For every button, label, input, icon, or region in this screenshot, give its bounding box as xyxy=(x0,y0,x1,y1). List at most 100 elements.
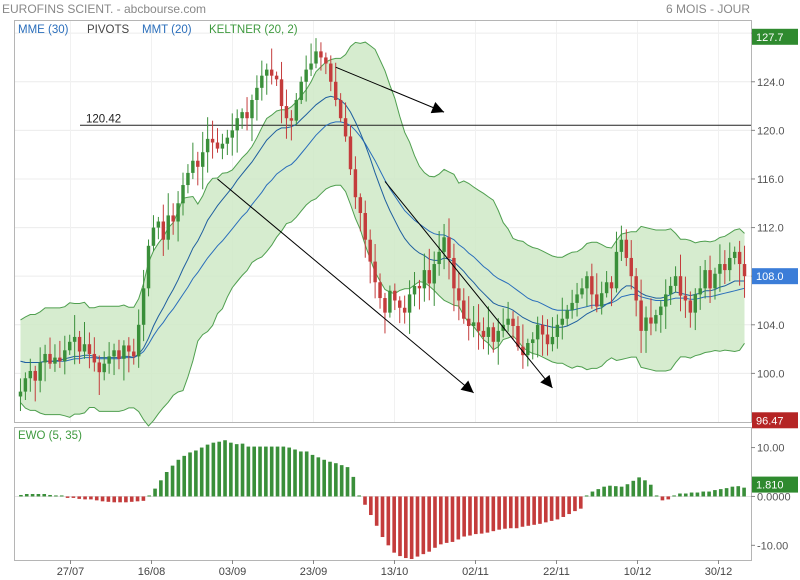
candle-body-60 xyxy=(314,51,318,64)
ewo-bar-117 xyxy=(701,491,706,497)
ewo-bar-37 xyxy=(234,444,239,497)
svg-text:108.0: 108.0 xyxy=(756,271,784,283)
ewo-bars xyxy=(15,440,751,560)
trend-line-1 xyxy=(217,178,474,394)
ewo-bar-80 xyxy=(485,496,490,533)
ewo-bar-57 xyxy=(351,476,356,497)
candle-body-90 xyxy=(462,300,466,319)
candle-body-111 xyxy=(565,310,569,319)
candle-body-13 xyxy=(82,344,87,352)
date-tick-label-8: 30/12 xyxy=(705,566,733,578)
candle-body-73 xyxy=(378,282,382,299)
ewo-bar-113 xyxy=(678,493,682,497)
candle-body-20 xyxy=(117,350,121,359)
pivot-line: 120.42 xyxy=(80,113,751,126)
price-tick-label-4: 112.0 xyxy=(757,223,784,235)
ewo-bar-105 xyxy=(631,480,636,497)
candle-body-25 xyxy=(141,288,146,325)
candle-body-86 xyxy=(442,237,446,252)
date-tick-label-0: 27/07 xyxy=(57,566,85,578)
ewo-bar-46 xyxy=(287,447,291,497)
candle-body-9 xyxy=(63,350,67,362)
candle-body-103 xyxy=(526,343,530,356)
ewo-bar-108 xyxy=(648,484,653,497)
trend-arrow-0 xyxy=(430,101,445,114)
ewo-bar-56 xyxy=(345,467,350,497)
candle-body-26 xyxy=(146,245,151,289)
ewo-bar-35 xyxy=(223,440,227,497)
candle-body-55 xyxy=(289,118,294,121)
candle-body-24 xyxy=(136,324,141,357)
ewo-bar-118 xyxy=(707,491,711,497)
candle-body-21 xyxy=(122,345,126,359)
candle-body-124 xyxy=(629,257,633,277)
candle-body-146 xyxy=(737,251,742,265)
ewo-bar-44 xyxy=(275,446,280,497)
candle-body-122 xyxy=(619,239,624,252)
candle-body-77 xyxy=(398,300,402,308)
candle-body-37 xyxy=(200,152,205,167)
ewo-bar-65 xyxy=(398,496,402,557)
legend-mme[interactable]: MME (30) xyxy=(18,24,69,36)
mmt-line xyxy=(20,95,745,363)
legend-pivots[interactable]: PIVOTS xyxy=(87,24,130,36)
candle-body-2 xyxy=(28,370,33,379)
ewo-bar-74 xyxy=(450,496,455,542)
candle-body-11 xyxy=(72,336,77,342)
candle-body-108 xyxy=(550,336,555,345)
candle-body-93 xyxy=(476,322,481,331)
high-value-badge: 127.7 xyxy=(752,28,798,45)
ewo-bar-6 xyxy=(54,495,58,497)
ewo-bar-103 xyxy=(619,486,624,497)
candle-body-15 xyxy=(92,353,97,363)
candle-body-12 xyxy=(77,336,82,352)
candle-body-105 xyxy=(535,324,540,340)
ewo-bar-45 xyxy=(281,446,286,497)
candle-body-29 xyxy=(161,221,166,240)
candle-body-41 xyxy=(220,143,225,149)
ewo-bar-53 xyxy=(328,461,332,497)
candle-body-63 xyxy=(329,63,333,82)
ewo-bar-100 xyxy=(602,486,606,497)
ewo-bar-62 xyxy=(380,496,385,538)
candle-body-53 xyxy=(279,79,284,107)
candle-body-57 xyxy=(299,81,303,100)
candle-body-49 xyxy=(260,75,264,88)
ewo-bar-50 xyxy=(310,454,315,497)
ewo-bar-115 xyxy=(689,492,694,497)
ewo-bar-120 xyxy=(718,489,723,497)
candle-body-117 xyxy=(595,294,599,307)
price-tick-label-2: 120.0 xyxy=(757,125,785,137)
candle-body-96 xyxy=(491,327,496,342)
date-tick-label-3: 23/09 xyxy=(300,566,328,578)
ewo-bar-26 xyxy=(170,465,175,497)
candle-body-141 xyxy=(713,273,717,289)
legend-mmt[interactable]: MMT (20) xyxy=(142,24,192,36)
ewo-bar-41 xyxy=(258,446,262,497)
ewo-bar-99 xyxy=(596,489,601,497)
candle-body-65 xyxy=(338,99,343,119)
ewo-bar-25 xyxy=(164,472,169,497)
candle-body-42 xyxy=(225,137,230,144)
ewo-bar-75 xyxy=(456,496,461,540)
ewo-bar-110 xyxy=(660,496,665,501)
candle-body-140 xyxy=(708,270,712,289)
ewo-bar-38 xyxy=(240,443,245,497)
candle-body-112 xyxy=(570,302,574,311)
date-axis: 27/07 16/08 03/09 23/09 13/10 02/11 22/11 10/12… xyxy=(57,560,733,578)
legend-keltner[interactable]: KELTNER (20, 2) xyxy=(209,24,298,36)
last-value-badge: 108.0 xyxy=(752,268,798,285)
ewo-bar-89 xyxy=(538,496,542,524)
candle-body-7 xyxy=(53,357,57,364)
candle-body-40 xyxy=(215,142,220,149)
candle-body-118 xyxy=(599,293,604,307)
trend-line-2 xyxy=(384,181,553,389)
ewo-bar-114 xyxy=(683,493,688,497)
ewo-bar-17 xyxy=(118,496,122,503)
ewo-bar-119 xyxy=(713,490,717,497)
candle-body-76 xyxy=(393,290,397,301)
candle-body-69 xyxy=(358,197,363,213)
candle-body-19 xyxy=(112,350,116,357)
ewo-bar-11 xyxy=(83,496,87,500)
candle-body-35 xyxy=(191,160,195,173)
